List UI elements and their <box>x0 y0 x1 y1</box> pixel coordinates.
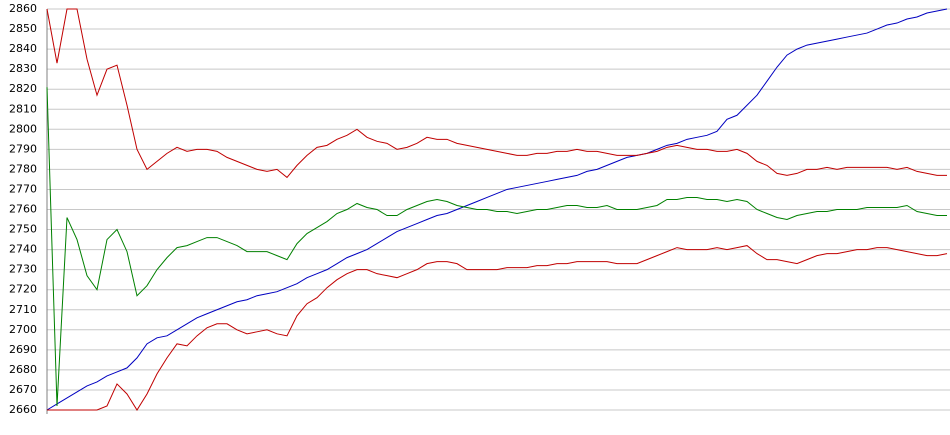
series-line <box>46 8 947 179</box>
series-line <box>46 87 947 407</box>
y-tick-label: 2710 <box>9 303 37 316</box>
series-line <box>46 8 948 411</box>
y-tick-label: 2680 <box>9 363 37 376</box>
y-tick-label: 2670 <box>9 383 37 396</box>
y-tick-label: 2780 <box>9 162 37 175</box>
y-tick-label: 2790 <box>9 142 37 155</box>
y-tick-label: 2660 <box>9 403 37 416</box>
y-tick-label: 2740 <box>9 243 37 256</box>
y-tick-label: 2820 <box>9 82 37 95</box>
y-tick-label: 2730 <box>9 263 37 276</box>
y-tick-label: 2860 <box>9 2 37 15</box>
y-tick-label: 2700 <box>9 323 37 336</box>
series-line <box>47 245 948 411</box>
y-tick-label: 2720 <box>9 283 37 296</box>
y-tick-label: 2810 <box>9 102 37 115</box>
y-tick-label: 2690 <box>9 343 37 356</box>
y-tick-label: 2830 <box>9 62 37 75</box>
y-tick-label: 2800 <box>9 122 37 135</box>
y-tick-label: 2770 <box>9 182 37 195</box>
y-tick-label: 2750 <box>9 223 37 236</box>
y-tick-label: 2840 <box>9 42 37 55</box>
y-tick-label: 2760 <box>9 203 37 216</box>
y-tick-label: 2850 <box>9 22 37 35</box>
